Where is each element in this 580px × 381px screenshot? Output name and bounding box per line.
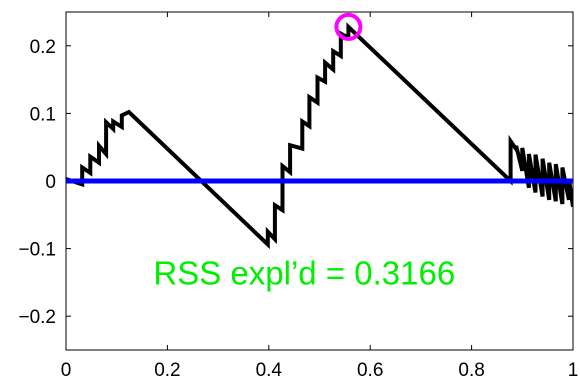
marker-layer: [334, 12, 363, 41]
x-tick-label: 0.6: [357, 360, 383, 381]
rss-annotation: RSS expl’d = 0.3166: [153, 254, 455, 291]
y-tick-label: −0.1: [18, 240, 56, 261]
residual-series-line: [66, 22, 573, 250]
y-tick-label: 0.2: [30, 37, 56, 58]
x-tick-label: 0.2: [154, 360, 180, 381]
max-marker-circle: [334, 12, 363, 41]
y-tick-label: 0: [45, 172, 56, 193]
x-tick-label: 0.4: [256, 360, 283, 381]
x-tick-label: 0: [61, 360, 72, 381]
y-tick-label: 0.1: [30, 104, 56, 125]
axis-ticks: 0 0.2 0.4 0.6 0.8 1 −0.2 −0.1 0 0.1 0.2: [18, 12, 578, 381]
x-tick-label: 1: [568, 360, 579, 381]
y-tick-label: −0.2: [18, 307, 56, 328]
series-layer: [66, 22, 573, 250]
x-tick-label: 0.8: [458, 360, 484, 381]
